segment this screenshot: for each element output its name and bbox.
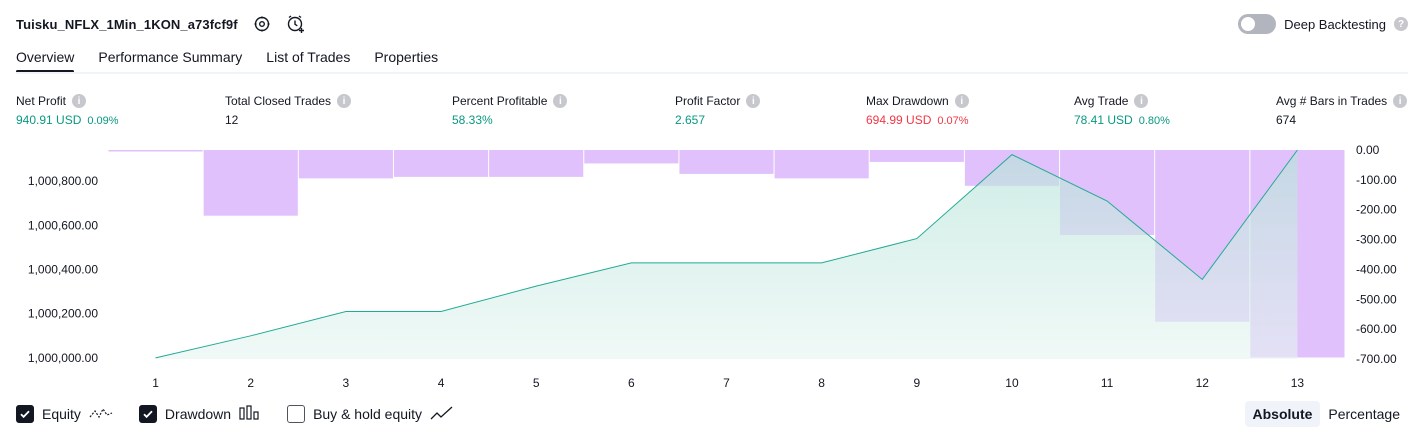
buy-hold-line-icon xyxy=(430,405,454,424)
x-axis-tick-label: 4 xyxy=(438,376,445,390)
stat-profit-factor: Profit Factor i 2.657 xyxy=(675,93,761,127)
deep-backtesting-control: Deep Backtesting ? xyxy=(1238,12,1408,36)
stat-percent: 0.80% xyxy=(1138,115,1170,127)
stat-percent: 0.07% xyxy=(937,115,969,127)
report-tabs: Overview Performance Summary List of Tra… xyxy=(16,44,462,74)
left-axis-tick-label: 1,000,800.00 xyxy=(28,174,98,188)
equity-checkbox[interactable] xyxy=(16,405,34,423)
stat-value: 940.91 USD xyxy=(16,113,82,127)
stat-label: Avg # Bars in Trades xyxy=(1276,94,1388,108)
x-axis-tick-label: 3 xyxy=(343,376,350,390)
equity-drawdown-chart: 1,000,000.00 1,000,200.00 1,000,400.00 1,00… xyxy=(28,143,1397,390)
legend-equity[interactable]: Equity xyxy=(16,405,113,424)
info-icon[interactable]: i xyxy=(746,94,761,108)
drawdown-bars-icon xyxy=(239,404,261,424)
stat-avg-bars-in-trades: Avg # Bars in Trades i 674 xyxy=(1276,93,1408,127)
drawdown-bar xyxy=(203,150,298,216)
drawdown-bar xyxy=(298,150,393,179)
left-axis-tick-label: 1,000,000.00 xyxy=(28,351,98,365)
info-icon[interactable]: i xyxy=(1134,94,1149,108)
x-axis-tick-label: 6 xyxy=(628,376,635,390)
tab-performance-summary[interactable]: Performance Summary xyxy=(98,49,243,65)
info-icon[interactable]: i xyxy=(72,94,87,108)
x-axis-tick-label: 10 xyxy=(1005,376,1019,390)
stat-label: Profit Factor xyxy=(675,94,741,108)
info-icon[interactable]: i xyxy=(553,94,568,108)
left-axis-tick-label: 1,000,400.00 xyxy=(28,263,98,277)
drawdown-bar xyxy=(869,150,964,162)
stat-max-drawdown: Max Drawdown i 694.99 USD 0.07% xyxy=(866,93,969,127)
x-axis-tick-label: 9 xyxy=(913,376,920,390)
legend-buy-hold-label: Buy & hold equity xyxy=(313,406,423,422)
x-axis-tick-label: 7 xyxy=(723,376,730,390)
tab-overview[interactable]: Overview xyxy=(16,44,75,74)
absolute-button[interactable]: Absolute xyxy=(1244,401,1321,427)
stat-total-closed-trades: Total Closed Trades i 12 xyxy=(225,93,352,127)
stat-value: 12 xyxy=(225,113,239,127)
stat-value: 2.657 xyxy=(675,113,706,127)
strategy-name: Tuisku_NFLX_1Min_1KON_a73fcf9f xyxy=(16,16,238,32)
tab-properties[interactable]: Properties xyxy=(374,49,439,65)
drawdown-checkbox[interactable] xyxy=(138,405,157,423)
right-axis-tick-label: -200.00 xyxy=(1356,203,1397,217)
x-axis-tick-label: 1 xyxy=(152,376,159,390)
x-axis-tick-label: 5 xyxy=(533,376,540,390)
tab-list-of-trades[interactable]: List of Trades xyxy=(266,49,351,65)
right-axis-tick-label: -400.00 xyxy=(1356,262,1397,276)
right-axis-tick-label: 0.00 xyxy=(1356,143,1380,157)
stat-value: 58.33% xyxy=(452,113,493,127)
stat-value: 78.41 USD xyxy=(1074,113,1133,127)
deep-backtesting-label: Deep Backtesting xyxy=(1284,16,1386,32)
help-icon[interactable]: ? xyxy=(1394,17,1408,31)
deep-backtesting-toggle[interactable] xyxy=(1238,14,1277,34)
x-axis-tick-label: 11 xyxy=(1101,376,1114,390)
strategy-header: Tuisku_NFLX_1Min_1KON_a73fcf9f xyxy=(16,12,306,36)
stat-value: 694.99 USD xyxy=(866,113,932,127)
x-axis-tick-label: 2 xyxy=(247,376,254,390)
stat-label: Max Drawdown xyxy=(866,94,949,108)
right-axis-tick-label: -300.00 xyxy=(1356,233,1397,247)
chart-legend: Equity Drawdown Buy & hold equity xyxy=(16,402,480,426)
buy-hold-checkbox[interactable] xyxy=(287,405,306,423)
right-axis-tick-label: -500.00 xyxy=(1356,292,1397,306)
stat-avg-trade: Avg Trade i 78.41 USD 0.80% xyxy=(1074,93,1170,127)
drawdown-bar xyxy=(489,150,584,177)
equity-area xyxy=(155,150,1298,359)
legend-drawdown[interactable]: Drawdown xyxy=(138,404,261,424)
info-icon[interactable]: i xyxy=(337,94,352,108)
stat-percent-profitable: Percent Profitable i 58.33% xyxy=(452,93,568,127)
info-icon[interactable]: i xyxy=(954,94,969,108)
x-axis-tick-label: 13 xyxy=(1291,376,1305,390)
add-alert-icon[interactable] xyxy=(286,14,306,34)
stat-percent: 0.09% xyxy=(87,115,119,127)
settings-icon[interactable] xyxy=(252,14,272,34)
legend-drawdown-label: Drawdown xyxy=(164,406,232,422)
stat-label: Percent Profitable xyxy=(452,94,548,108)
stat-label: Avg Trade xyxy=(1074,94,1129,108)
legend-equity-label: Equity xyxy=(42,406,81,422)
stat-label: Net Profit xyxy=(16,94,67,108)
info-icon[interactable]: i xyxy=(1393,94,1408,108)
equity-line-icon xyxy=(89,405,113,424)
stat-net-profit: Net Profit i 940.91 USD 0.09% xyxy=(16,93,119,127)
drawdown-bar xyxy=(108,150,203,152)
percentage-button[interactable]: Percentage xyxy=(1328,406,1400,422)
display-mode-switch: Absolute Percentage xyxy=(1244,401,1409,427)
right-axis-tick-label: -100.00 xyxy=(1356,173,1397,187)
left-axis-tick-label: 1,000,600.00 xyxy=(28,218,98,232)
tabs-divider xyxy=(16,72,1408,74)
drawdown-bar xyxy=(774,150,869,179)
drawdown-bar xyxy=(679,150,774,174)
toggle-knob xyxy=(1241,17,1256,31)
x-axis-tick-label: 12 xyxy=(1196,376,1210,390)
left-axis-tick-label: 1,000,200.00 xyxy=(28,307,98,321)
right-axis-tick-label: -600.00 xyxy=(1356,322,1397,336)
drawdown-bar xyxy=(393,150,489,177)
drawdown-bar xyxy=(584,150,679,164)
legend-buy-hold[interactable]: Buy & hold equity xyxy=(287,405,454,424)
x-axis-tick-label: 8 xyxy=(818,376,825,390)
right-axis-tick-label: -700.00 xyxy=(1356,352,1397,366)
stat-label: Total Closed Trades xyxy=(225,94,332,108)
stat-value: 674 xyxy=(1276,113,1297,127)
